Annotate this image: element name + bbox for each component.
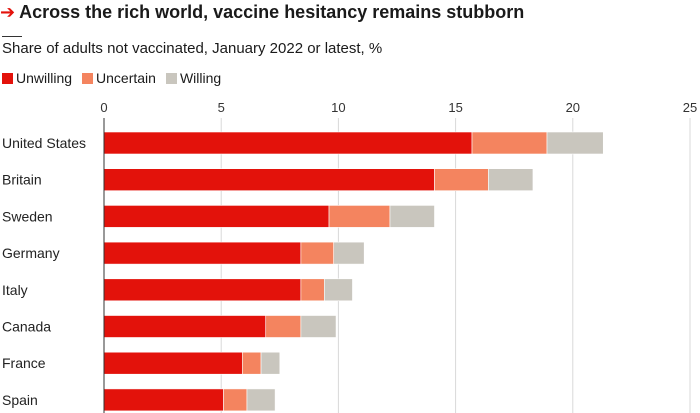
- x-tick-label: 20: [566, 100, 580, 115]
- bar-segment-unwilling: [103, 205, 330, 228]
- legend-label-uncertain: Uncertain: [96, 70, 156, 86]
- bar-segment-uncertain: [300, 241, 335, 265]
- legend-swatch-unwilling: [2, 72, 13, 84]
- bar-segment-uncertain: [265, 315, 302, 338]
- category-label: Britain: [2, 172, 42, 188]
- arrow-icon: ➔: [0, 2, 16, 22]
- bar-segment-willing: [389, 205, 435, 228]
- bar-segment-willing: [324, 278, 353, 302]
- bar-segment-uncertain: [300, 278, 325, 302]
- chart-title: ➔ Across the rich world, vaccine hesitanc…: [0, 2, 524, 23]
- category-label: Italy: [2, 282, 28, 298]
- legend-label-unwilling: Unwilling: [16, 70, 73, 86]
- bar-segment-willing: [488, 168, 534, 191]
- bar-segment-uncertain: [328, 205, 391, 228]
- category-label: Sweden: [2, 208, 53, 224]
- legend-item-unwilling: Unwilling: [2, 70, 72, 86]
- bar-segment-willing: [246, 388, 276, 412]
- x-tick-label: 15: [448, 100, 462, 115]
- legend-item-uncertain: Uncertain: [82, 70, 156, 86]
- bar-segment-uncertain: [223, 388, 248, 412]
- x-tick-label: 25: [683, 100, 697, 115]
- bar-segment-unwilling: [103, 388, 224, 412]
- chart-subtitle: Share of adults not vaccinated, January …: [2, 40, 383, 57]
- bar-segment-uncertain: [241, 351, 262, 375]
- bar-segment-willing: [300, 315, 337, 338]
- legend-item-willing: Willing: [165, 70, 222, 86]
- title-rule: [2, 36, 22, 37]
- x-tick-label: 5: [218, 100, 225, 115]
- chart-title-text: Across the rich world, vaccine hesitancy…: [19, 2, 525, 22]
- bar-segment-willing: [546, 131, 604, 155]
- x-tick-label: 10: [331, 100, 345, 115]
- category-label: France: [2, 355, 46, 371]
- category-label: United States: [2, 135, 86, 151]
- category-label: Spain: [2, 392, 38, 408]
- category-label: Germany: [2, 245, 60, 261]
- legend-swatch-willing: [165, 72, 177, 84]
- bar-segment-uncertain: [434, 168, 489, 191]
- category-label: Canada: [2, 319, 51, 335]
- legend-swatch-uncertain: [82, 72, 94, 84]
- bar-segment-willing: [260, 351, 281, 375]
- x-tick-label: 0: [100, 100, 107, 115]
- legend-label-willing: Willing: [179, 70, 222, 86]
- bar-segment-willing: [333, 241, 365, 265]
- bar-segment-unwilling: [103, 278, 302, 302]
- bar-segment-unwilling: [103, 131, 473, 155]
- bar-segment-uncertain: [471, 131, 548, 155]
- bar-segment-unwilling: [103, 315, 267, 338]
- bar-segment-unwilling: [103, 351, 243, 375]
- legend: Unwilling Uncertain Willing: [2, 70, 221, 86]
- bar-segment-unwilling: [103, 241, 302, 265]
- bar-segment-unwilling: [103, 168, 435, 191]
